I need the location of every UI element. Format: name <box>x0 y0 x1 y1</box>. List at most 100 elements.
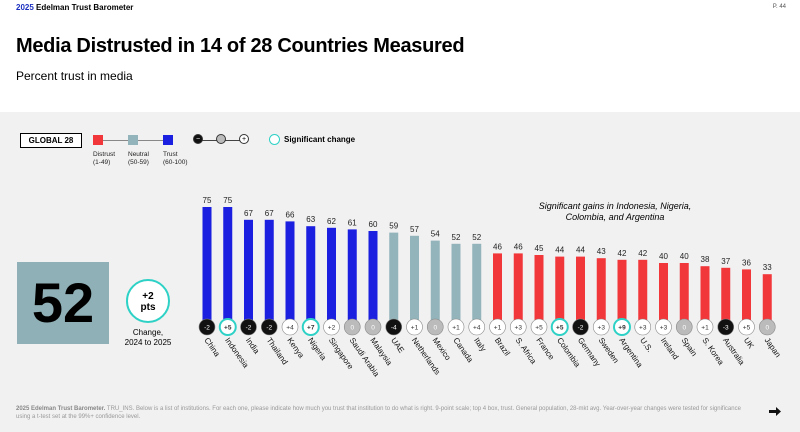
significant-change-icon <box>269 134 280 145</box>
value-label-uae: 59 <box>389 222 398 231</box>
change-label-uae: -4 <box>391 325 397 332</box>
bar-saudi-arabia <box>347 229 357 327</box>
value-label-germany: 44 <box>576 246 585 255</box>
value-label-u-s: 42 <box>638 249 647 258</box>
value-label-thailand: 67 <box>265 209 274 218</box>
change-marker-india <box>240 318 257 336</box>
value-label-singapore: 62 <box>327 217 336 226</box>
change-marker-u-s <box>634 318 652 336</box>
change-marker-uae <box>385 318 403 336</box>
category-label-uk: UK <box>742 336 756 351</box>
header <box>0 0 800 112</box>
change-marker-sweden <box>592 318 610 336</box>
bar-spain <box>679 263 689 327</box>
value-label-malaysia: 60 <box>369 220 378 229</box>
category-label-canada: Canada <box>451 336 475 365</box>
global-change-unit: pts <box>140 302 156 313</box>
change-label-germany: -2 <box>578 325 584 332</box>
page-number: P. 44 <box>772 4 786 10</box>
value-label-nigeria: 63 <box>306 215 315 224</box>
change-label-indonesia: +5 <box>224 325 232 332</box>
change-marker-singapore <box>323 318 340 336</box>
change-label-s-africa: +3 <box>515 325 523 332</box>
category-label-brazil: Brazil <box>493 336 512 358</box>
category-label-u-s: U.S. <box>638 336 654 354</box>
change-label-brazil: +1 <box>494 325 502 332</box>
change-label-india: -2 <box>246 325 252 332</box>
category-label-kenya: Kenya <box>285 336 306 360</box>
value-label-china: 75 <box>203 196 212 205</box>
category-label-china: China <box>202 336 222 359</box>
bar-u-s <box>638 259 648 327</box>
change-label-spain: 0 <box>682 325 686 332</box>
bar-canada <box>451 243 461 327</box>
change-marker-italy <box>468 318 486 336</box>
trust-legend: Trust (60-100) <box>163 151 188 166</box>
value-label-kenya: 66 <box>286 210 295 219</box>
distrust-swatch <box>93 135 103 145</box>
bar-india <box>244 219 253 327</box>
change-label-kenya: +4 <box>286 325 294 332</box>
change-marker-australia <box>717 318 735 336</box>
bar-colombia <box>555 256 565 327</box>
change-label-sweden: +3 <box>598 325 606 332</box>
bar-sweden <box>596 258 606 327</box>
distrust-legend: Distrust (1-49) <box>93 151 116 166</box>
category-label-spain: Spain <box>680 336 699 358</box>
value-label-saudi-arabia: 61 <box>348 218 357 227</box>
zero-icon <box>216 134 226 144</box>
brand: 2025 Edelman Trust Barometer <box>16 3 133 12</box>
next-arrow-icon[interactable] <box>768 404 782 418</box>
change-label-thailand: -2 <box>266 325 272 332</box>
bar-brazil <box>493 253 502 327</box>
value-label-netherlands: 57 <box>410 225 419 234</box>
value-label-canada: 52 <box>452 233 461 242</box>
global-change-label: Change, 2024 to 2025 <box>124 328 172 347</box>
bar-ireland <box>659 263 668 327</box>
change-label-nigeria: +7 <box>307 325 315 332</box>
category-label-italy: Italy <box>472 336 488 353</box>
minus-icon: − <box>193 134 203 144</box>
change-label-colombia: +5 <box>556 325 564 332</box>
change-marker-uk <box>738 318 755 336</box>
change-label-argentina: +9 <box>618 325 626 332</box>
bar-s-africa <box>513 253 523 327</box>
bar-japan <box>762 274 772 327</box>
change-marker-indonesia <box>218 318 237 336</box>
page-title: Media Distrusted in 14 of 28 Countries M… <box>16 35 465 57</box>
bar-nigeria <box>306 226 316 327</box>
change-marker-france <box>530 318 548 336</box>
bar-netherlands <box>410 235 419 327</box>
change-marker-brazil <box>489 318 506 336</box>
bar-uk <box>742 269 751 327</box>
neutral-swatch <box>128 135 138 145</box>
value-label-australia: 37 <box>721 257 730 266</box>
bar-kenya <box>285 221 295 327</box>
value-label-france: 45 <box>535 244 544 253</box>
category-label-india: India <box>244 336 262 356</box>
change-label-ireland: +3 <box>660 325 668 332</box>
change-label-canada: +1 <box>452 325 460 332</box>
category-label-japan: Japan <box>763 336 783 359</box>
brand-name: Edelman Trust Barometer <box>36 3 134 12</box>
change-marker-japan <box>758 318 776 336</box>
page-subtitle: Percent trust in media <box>16 69 133 83</box>
change-marker-kenya <box>281 318 299 336</box>
change-marker-germany <box>572 318 589 336</box>
value-label-sweden: 43 <box>597 247 606 256</box>
global-trust-value: 52 <box>17 262 109 344</box>
plus-icon: + <box>239 134 249 144</box>
change-label-uk: +5 <box>743 325 751 332</box>
change-marker-argentina <box>613 318 631 336</box>
global-label: GLOBAL 28 <box>20 133 82 148</box>
bar-uae <box>389 232 399 327</box>
brand-year: 2025 <box>16 3 34 12</box>
change-label-netherlands: +1 <box>411 325 419 332</box>
bar-italy <box>472 243 482 327</box>
change-label-u-s: +3 <box>639 325 647 332</box>
value-label-spain: 40 <box>680 252 689 261</box>
change-label-saudi-arabia: 0 <box>350 325 354 332</box>
annotation: Significant gains in Indonesia, Nigeria,… <box>538 201 692 222</box>
change-marker-thailand <box>260 318 278 336</box>
bar-france <box>534 255 544 327</box>
